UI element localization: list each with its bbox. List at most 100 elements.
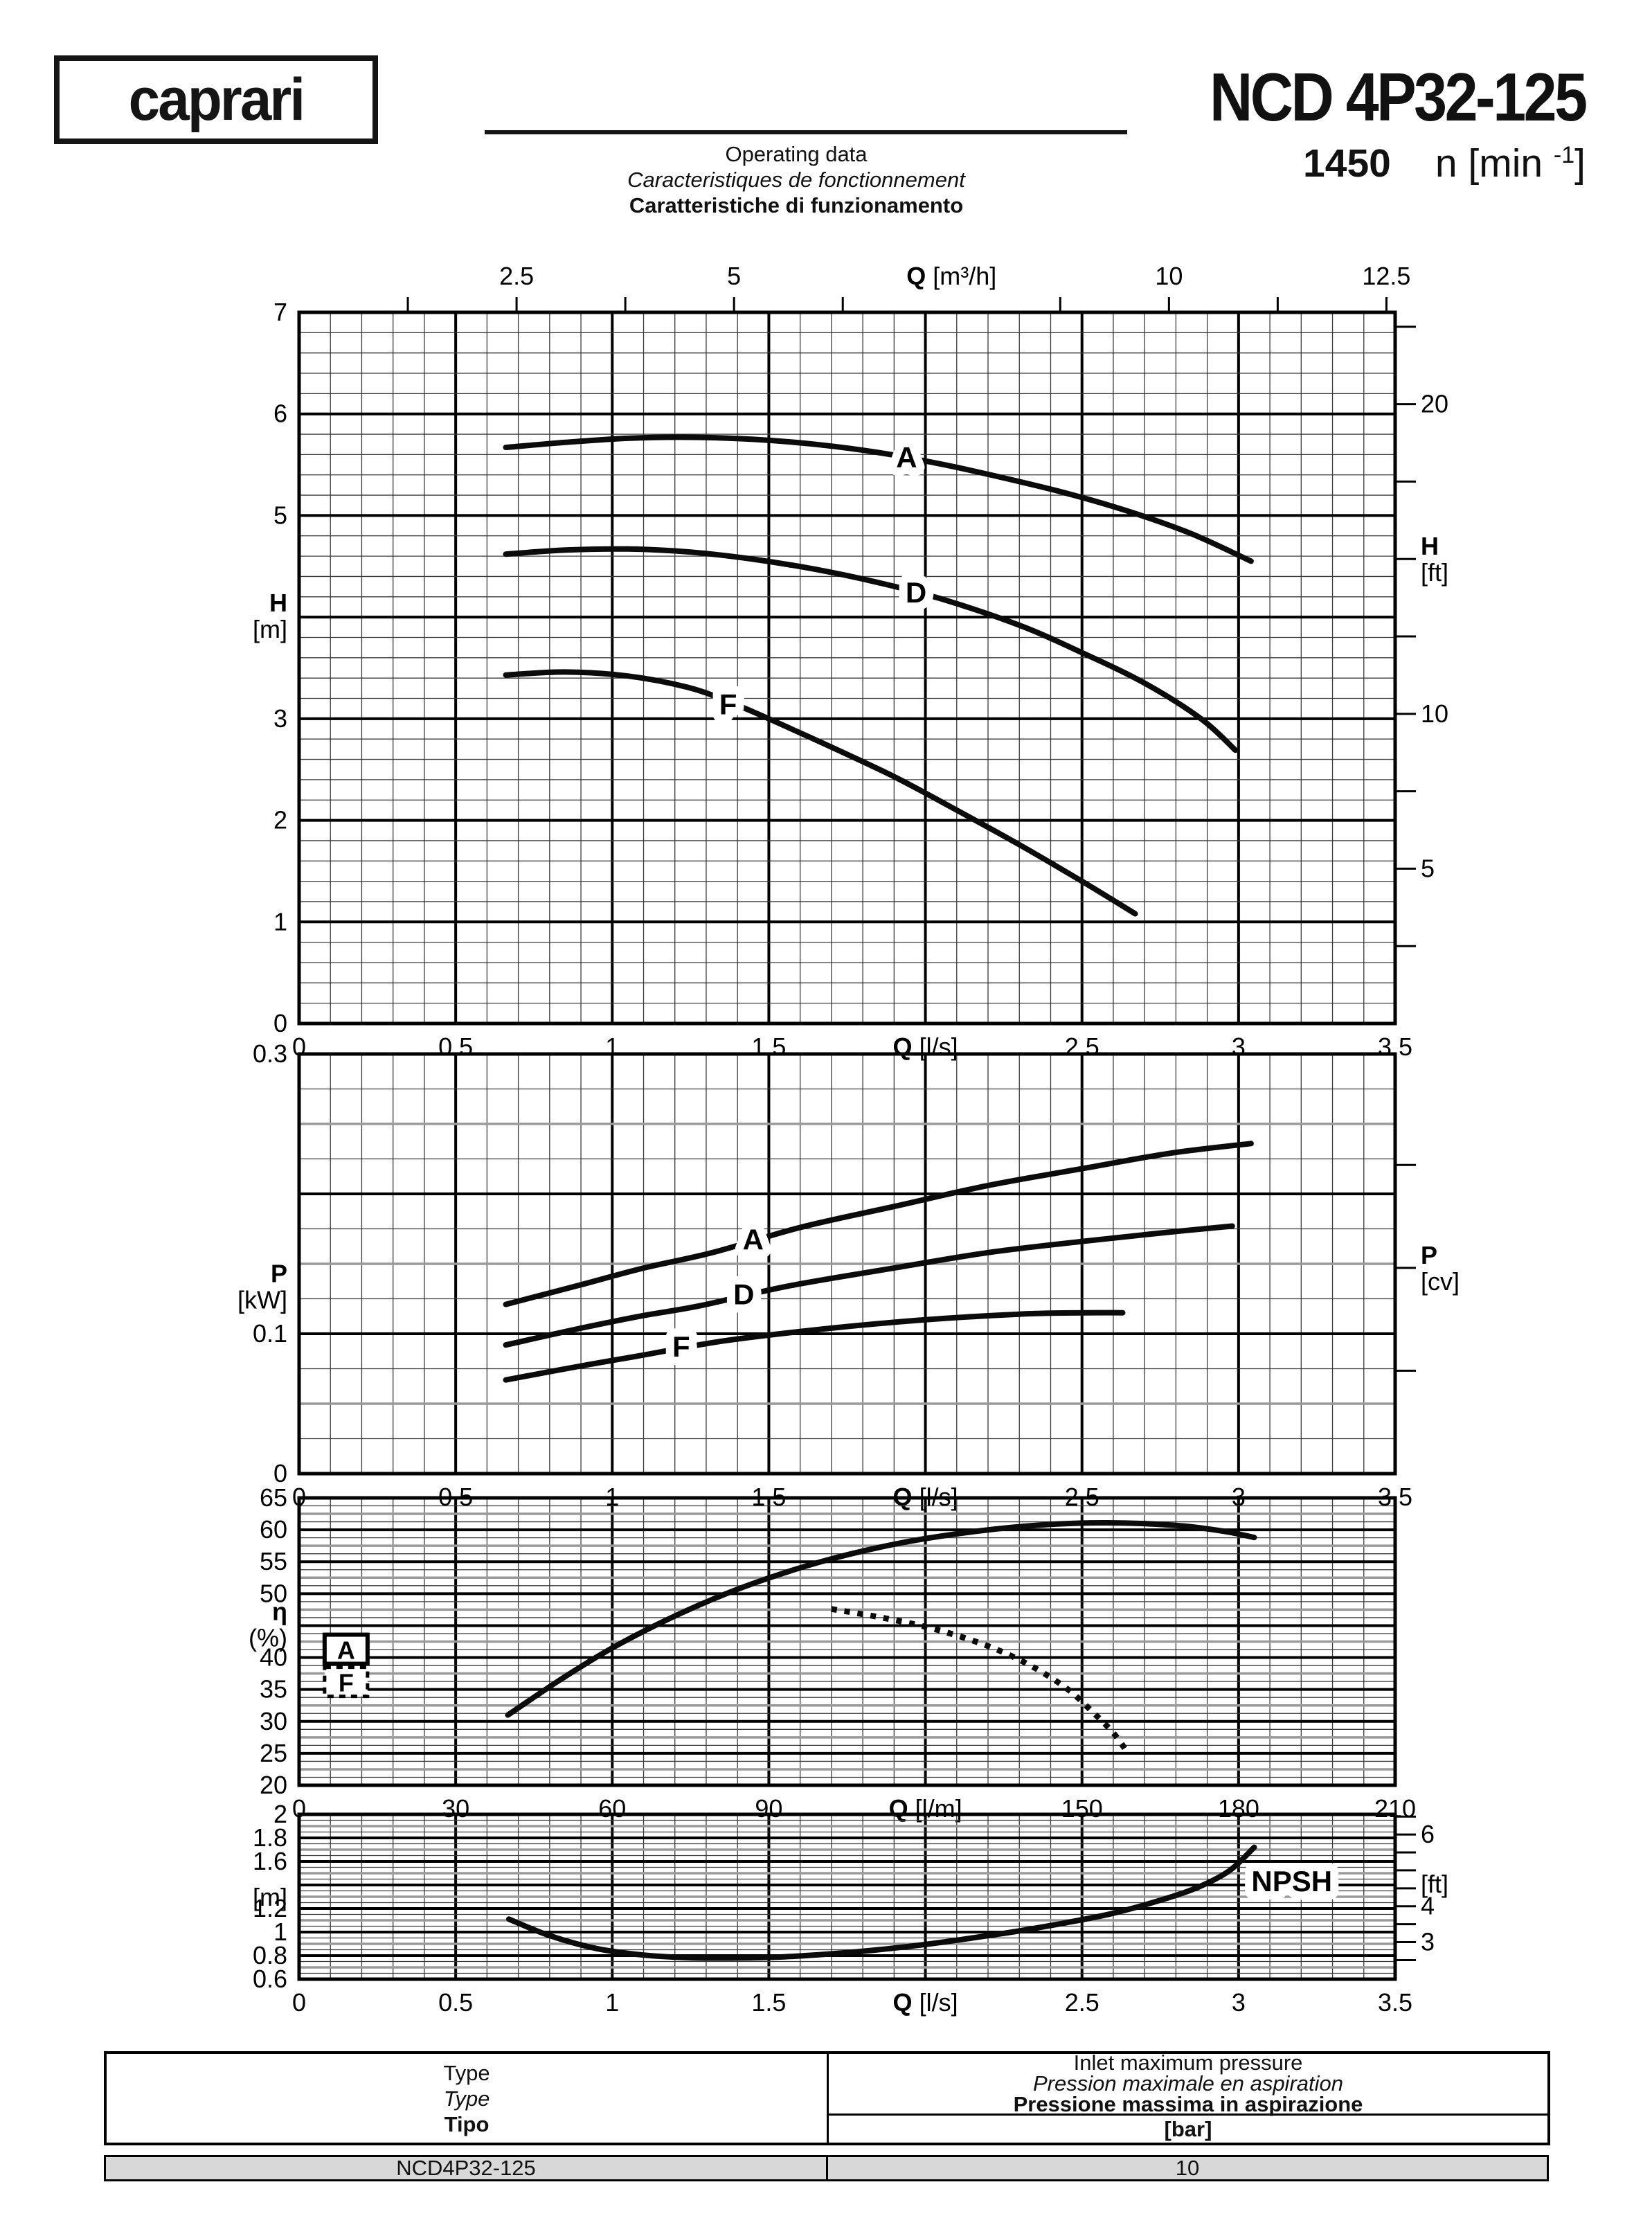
npsh_flow-right-axis-unit: [ft]	[1421, 1870, 1448, 1898]
pressure-label-it: Pressione massima in aspirazione	[1013, 2092, 1363, 2116]
head_flow-top-tick-label: 2.5	[499, 262, 534, 290]
npsh_flow-y-tick-label: 0.8	[253, 1941, 287, 1969]
chart-npsh_flow: 21.81.6[m]1.210.80.66[ft]430 0.5 1 1.5 Q [l/…	[253, 1800, 1448, 2017]
legend-label-F: F	[339, 1669, 354, 1697]
efficiency_flow-plot-border	[297, 1496, 1397, 1787]
npsh_flow-right-tick-label: 4	[1421, 1892, 1435, 1920]
head_flow-y-tick-label: 6	[273, 400, 287, 428]
operating-data-block: Operating data Caracteristiques de fonct…	[613, 141, 980, 218]
legend-label-A: A	[337, 1636, 355, 1665]
efficiency_flow-y-axis-unit: (%)	[249, 1623, 287, 1652]
npsh_flow-x-axis-title: Q [l/s]	[893, 1988, 958, 2017]
power_flow-y-tick-label: 0.3	[253, 1039, 287, 1068]
pressure-label-fr: Pression maximale en aspiration	[1033, 2071, 1343, 2096]
npsh_flow-y-tick-label: 2	[273, 1800, 287, 1828]
power_flow-plot-border	[297, 1052, 1397, 1476]
pump-model-title: NCD 4P32-125	[1210, 59, 1588, 135]
npsh_flow-right-tick-label: 3	[1421, 1928, 1435, 1956]
npsh_flow-y-tick-label: 1	[273, 1918, 287, 1946]
head_flow-y-tick-label: 5	[273, 501, 287, 529]
efficiency_flow-y-tick-label: 60	[260, 1515, 287, 1544]
head_flow-y-axis-unit: [m]	[253, 615, 287, 643]
curve-label-A-head_flow: A	[896, 441, 917, 474]
head_flow-y-tick-label: 1	[273, 907, 287, 936]
efficiency_flow-y-tick-label: 35	[260, 1675, 287, 1704]
head_flow-y-tick-label: 0	[273, 1009, 287, 1037]
curve-A-efficiency_flow	[505, 1519, 1257, 1718]
curve-label-F-head_flow: F	[719, 688, 737, 720]
type-label-fr: Type	[443, 2086, 490, 2111]
efficiency_flow-y-tick-label: 25	[260, 1739, 287, 1767]
efficiency_flow-y-tick-label: 20	[260, 1771, 287, 1799]
head_flow-right-tick-label: 5	[1421, 854, 1435, 882]
type-header-cell: Type Type Tipo	[107, 2054, 829, 2143]
efficiency_flow-y-tick-label: 65	[260, 1483, 287, 1512]
pressure-header-text: Inlet maximum pressure Pression maximale…	[829, 2052, 1547, 2116]
head_flow-y-axis-title: H	[269, 589, 287, 617]
npsh_flow-plot-border	[297, 1812, 1397, 1981]
efficiency_flow-y-tick-label: 55	[260, 1547, 287, 1575]
power_flow-right-axis-unit: [cv]	[1421, 1267, 1460, 1296]
head_flow-top-tick-label: 5	[727, 262, 741, 290]
caprari-logo-text: caprari	[128, 66, 305, 133]
power_flow-y-axis-unit: [kW]	[237, 1285, 287, 1314]
head_flow-right-tick-label: 10	[1421, 699, 1448, 728]
curve-A-head_flow	[503, 434, 1254, 564]
head_flow-y-tick-label: 7	[273, 298, 287, 326]
power_flow-right-axis-title: P	[1421, 1241, 1437, 1269]
operating-data-en: Operating data	[725, 142, 868, 166]
curve-label-D-power_flow: D	[733, 1278, 754, 1310]
npsh_flow-x-tick-label: 1	[605, 1988, 619, 2017]
head_flow-right-tick-label: 20	[1421, 390, 1448, 418]
head_flow-top-axis-title: Q [m³/h]	[906, 262, 996, 290]
npsh_flow-right-tick-label: 6	[1421, 1820, 1435, 1848]
curve-NPSH-npsh_flow	[506, 1844, 1257, 1961]
power_flow-y-axis-title: P	[271, 1259, 287, 1287]
npsh_flow-y-tick-label: 1.8	[253, 1823, 287, 1852]
efficiency_flow-y-tick-label: 50	[260, 1579, 287, 1607]
table-header: Type Type Tipo Inlet maximum pressure Pr…	[104, 2051, 1550, 2145]
type-label-en: Type	[443, 2060, 490, 2085]
npsh_flow-x-tick-label: 0.5	[438, 1988, 473, 2017]
npsh_flow-x-tick-label: 2.5	[1065, 1988, 1099, 2017]
legend-box-F	[323, 1665, 370, 1699]
speed-unit: n [min -1]	[1435, 141, 1586, 186]
speed-row: 1450 n [min -1]	[1158, 141, 1586, 186]
curve-label-NPSH-npsh_flow: NPSH	[1251, 1865, 1332, 1897]
curve-D-head_flow	[503, 546, 1239, 753]
curve-F-power_flow	[503, 1310, 1126, 1383]
pump-type-value: NCD4P32-125	[106, 2156, 828, 2180]
npsh_flow-y-tick-label: 0.6	[253, 1965, 287, 1993]
operating-data-it: Caratteristiche di funzionamento	[629, 193, 964, 217]
curve-A-power_flow	[503, 1141, 1254, 1307]
curve-F-efficiency_flow	[831, 1606, 1132, 1757]
title-block: NCD 4P32-125 1450 n [min -1]	[1158, 58, 1588, 186]
efficiency_flow-x-axis-title: Q [l/m]	[889, 1794, 962, 1823]
type-pressure-table: Type Type Tipo Inlet maximum pressure Pr…	[104, 2051, 1550, 2181]
power_flow-y-tick-label: 0.1	[253, 1319, 287, 1348]
head_flow-right-axis-title: H	[1421, 532, 1439, 560]
head_flow-y-tick-label: 2	[273, 806, 287, 834]
operating-data-fr: Caracteristiques de fonctionnement	[627, 168, 965, 192]
head_flow-right-axis-unit: [ft]	[1421, 558, 1448, 587]
npsh_flow-x-tick-label: 3	[1232, 1988, 1246, 2017]
npsh_flow-x-tick-label: 3.5	[1378, 1988, 1412, 2017]
caprari-logo: caprari	[54, 55, 378, 144]
type-label-it: Tipo	[444, 2111, 490, 2136]
head_flow-top-tick-label: 12.5	[1362, 262, 1410, 290]
curve-D-power_flow	[503, 1223, 1235, 1348]
efficiency_flow-y-tick-label: 30	[260, 1707, 287, 1735]
npsh_flow-y-tick-label: 1.2	[253, 1894, 287, 1922]
header-rule	[485, 130, 1127, 134]
head_flow-top-tick-label: 10	[1155, 262, 1183, 290]
curve-label-A-power_flow: A	[743, 1224, 764, 1256]
curve-F-head_flow	[503, 669, 1138, 917]
npsh_flow-x-tick-label: 0	[292, 1988, 306, 2017]
inlet-pressure-value: 10	[1175, 2156, 1200, 2180]
efficiency_flow-y-axis-title: η	[272, 1597, 287, 1625]
efficiency_flow-y-tick-label: 40	[260, 1643, 287, 1672]
chart-power_flow: 0.3P[kW]0.10P[cv]0 0.5 1 1.5 Q [l/s] 2.5 3 3.5A…	[237, 1039, 1460, 1511]
